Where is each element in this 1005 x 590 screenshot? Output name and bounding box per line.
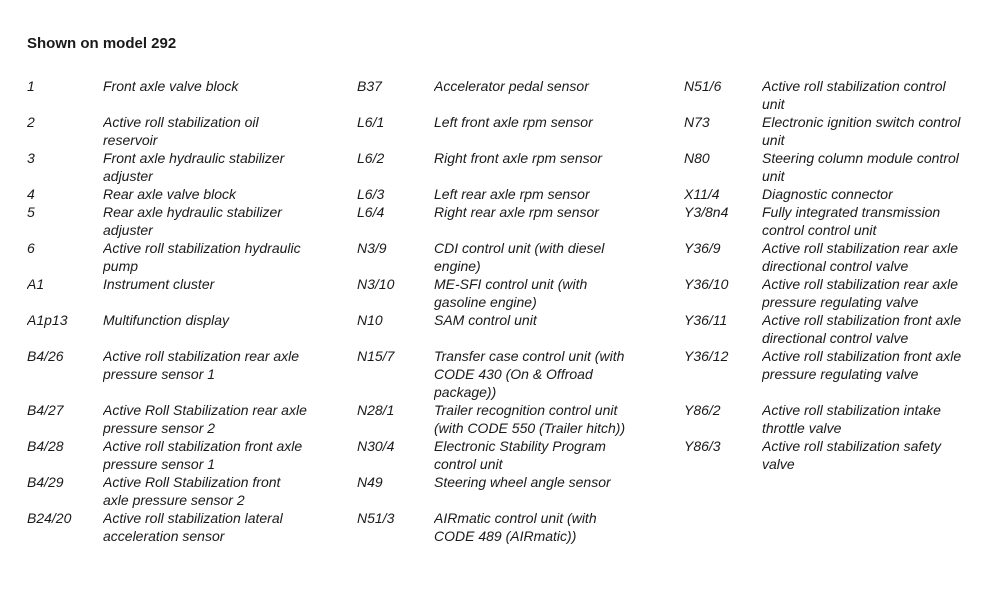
item-description: Front axle valve block	[103, 78, 239, 94]
item-description: Active roll stabilization front axle pre…	[103, 438, 303, 472]
item-description: Diagnostic connector	[762, 186, 893, 202]
item-code: N30/4	[357, 438, 395, 454]
item-code: B24/20	[27, 510, 72, 526]
item-description: AIRmatic control unit (with CODE 489 (AI…	[434, 510, 597, 544]
item-code: 1	[27, 78, 35, 94]
item-code: N3/10	[357, 276, 395, 292]
item-code	[684, 509, 762, 545]
legend-row: 5 Rear axle hydraulic stabilizer adjuster…	[27, 203, 1005, 239]
item-code: Y86/3	[684, 438, 721, 454]
item-code: N10	[357, 312, 383, 328]
item-description: Active roll stabilization front axle pre…	[762, 348, 962, 382]
item-description: Transfer case control unit (with CODE 43…	[434, 348, 625, 400]
legend-row: 6 Active roll stabilization hydraulic pum…	[27, 239, 1005, 275]
item-description: Steering column module control unit	[762, 150, 959, 184]
item-code: N49	[357, 474, 383, 490]
item-description: Electronic ignition switch control unit	[762, 114, 961, 148]
item-description: Active roll stabilization hydraulic pump	[103, 240, 301, 274]
item-code: L6/3	[357, 186, 385, 202]
item-description: Front axle hydraulic stabilizer adjuster	[103, 150, 285, 184]
item-code	[684, 473, 762, 509]
item-description: Active roll stabilization control unit	[762, 78, 946, 112]
item-description: Rear axle valve block	[103, 186, 237, 202]
item-code: N15/7	[357, 348, 395, 364]
item-code: Y36/12	[684, 348, 729, 364]
item-description: Fully integrated transmission control co…	[762, 204, 941, 238]
item-description: Active roll stabilization rear axle pres…	[762, 276, 959, 310]
item-code: Y86/2	[684, 402, 721, 418]
item-code: 4	[27, 186, 35, 202]
legend-row: B24/20 Active roll stabilization lateral …	[27, 509, 1005, 545]
legend-row: A1p13 Multifunction display N10 SAM control…	[27, 311, 1005, 347]
item-code: N80	[684, 150, 710, 166]
legend-row: 1 Front axle valve block B37 Accelerator pe…	[27, 77, 1005, 113]
item-description	[762, 473, 1005, 509]
item-code: 6	[27, 240, 35, 256]
item-code: Y36/10	[684, 276, 729, 292]
item-description: Active roll stabilization front axle dir…	[762, 312, 962, 346]
item-code: N51/3	[357, 510, 395, 526]
item-code: L6/1	[357, 114, 385, 130]
item-code: B4/29	[27, 474, 64, 490]
item-description: Right front axle rpm sensor	[434, 150, 603, 166]
item-code: N73	[684, 114, 710, 130]
item-code: Y36/11	[684, 312, 728, 328]
item-description: Accelerator pedal sensor	[434, 78, 589, 94]
item-description: Active roll stabilization lateral accele…	[103, 510, 283, 544]
item-description: Instrument cluster	[103, 276, 215, 292]
legend-row: B4/26 Active roll stabilization rear axle…	[27, 347, 1005, 401]
legend-row: B4/27 Active Roll Stabilization rear axle…	[27, 401, 1005, 437]
item-description: Active Roll Stabilization rear axle pres…	[103, 402, 307, 436]
item-description: Active roll stabilization safety valve	[762, 438, 941, 472]
item-description: Active Roll Stabilization front axle pre…	[103, 474, 281, 508]
item-code: A1p13	[27, 312, 68, 328]
legend-table: 1 Front axle valve block B37 Accelerator pe…	[27, 77, 1005, 545]
legend-row: B4/28 Active roll stabilization front axl…	[27, 437, 1005, 473]
item-description: CDI control unit (with diesel engine)	[434, 240, 605, 274]
item-code: B4/28	[27, 438, 64, 454]
item-description: Left rear axle rpm sensor	[434, 186, 590, 202]
legend-row: A1 Instrument cluster N3/10 ME-SFI control …	[27, 275, 1005, 311]
page-title: Shown on model 292	[27, 35, 177, 52]
item-code: X11/4	[684, 186, 720, 202]
item-description: Left front axle rpm sensor	[434, 114, 593, 130]
item-description: Active roll stabilization intake throttl…	[762, 402, 941, 436]
item-description: Rear axle hydraulic stabilizer adjuster	[103, 204, 282, 238]
item-code: N51/6	[684, 78, 722, 94]
item-description: Steering wheel angle sensor	[434, 474, 611, 490]
item-description: Active roll stabilization rear axle dire…	[762, 240, 959, 274]
item-code: B37	[357, 78, 382, 94]
item-code: L6/4	[357, 204, 385, 220]
item-code: B4/27	[27, 402, 64, 418]
legend-row: B4/29 Active Roll Stabilization front axl…	[27, 473, 1005, 509]
item-code: N28/1	[357, 402, 395, 418]
legend-row: 3 Front axle hydraulic stabilizer adjuste…	[27, 149, 1005, 185]
legend-row: 4 Rear axle valve block L6/3 Left rear axle…	[27, 185, 1005, 203]
item-code: 2	[27, 114, 35, 130]
item-description: ME-SFI control unit (with gasoline engin…	[434, 276, 588, 310]
item-code: 3	[27, 150, 35, 166]
item-code: L6/2	[357, 150, 385, 166]
legend-row: 2 Active roll stabilization oil reservoir…	[27, 113, 1005, 149]
item-description: Trailer recognition control unit (with C…	[434, 402, 626, 436]
item-description: Electronic Stability Program control uni…	[434, 438, 606, 472]
item-code: 5	[27, 204, 35, 220]
item-description: Active roll stabilization oil reservoir	[103, 114, 259, 148]
item-code: Y36/9	[684, 240, 721, 256]
item-description: Multifunction display	[103, 312, 230, 328]
legend-table-body: 1 Front axle valve block B37 Accelerator pe…	[27, 77, 1005, 545]
item-description: SAM control unit	[434, 312, 537, 328]
item-description: Right rear axle rpm sensor	[434, 204, 599, 220]
item-code: Y3/8n4	[684, 204, 729, 220]
item-description: Active roll stabilization rear axle pres…	[103, 348, 300, 382]
item-code: N3/9	[357, 240, 387, 256]
item-code: A1	[27, 276, 45, 292]
item-code: B4/26	[27, 348, 64, 364]
item-description	[762, 509, 1005, 545]
